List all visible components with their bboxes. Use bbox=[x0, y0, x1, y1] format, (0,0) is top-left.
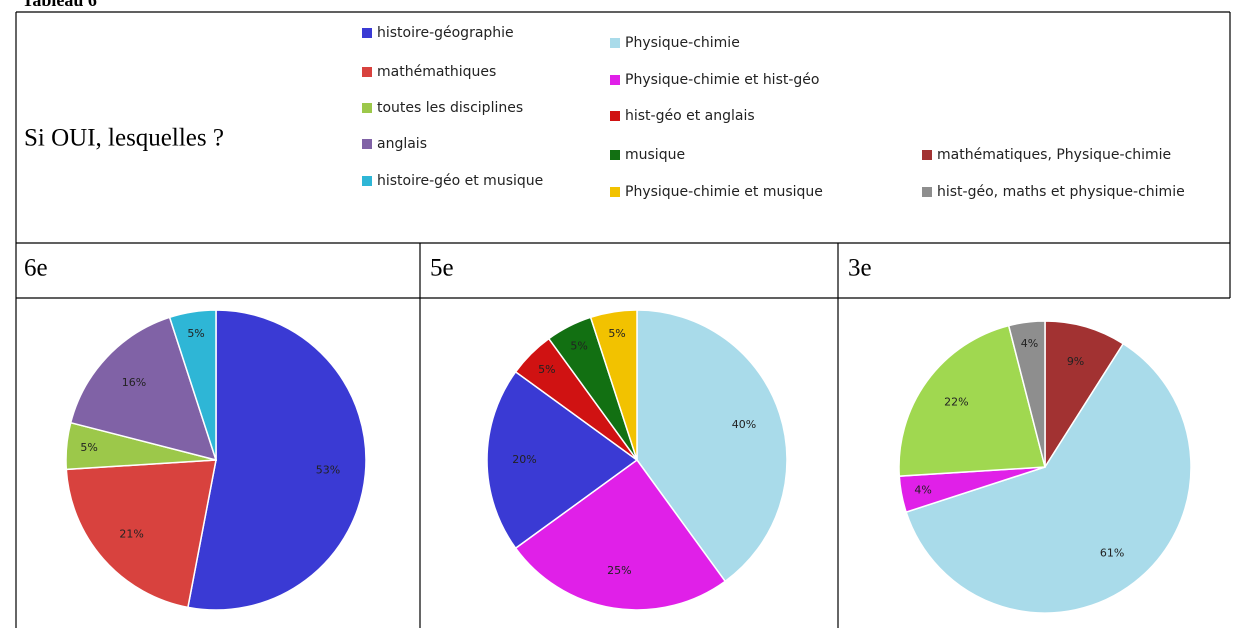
column-header: 3e bbox=[848, 255, 872, 282]
legend-label: hist-géo, maths et physique-chimie bbox=[937, 184, 1185, 200]
slice-label: 25% bbox=[607, 564, 631, 577]
pie-slice bbox=[65, 459, 217, 609]
legend-swatch bbox=[922, 150, 932, 160]
legend-swatch bbox=[362, 176, 372, 186]
legend-swatch bbox=[362, 139, 372, 149]
slice-label: 40% bbox=[732, 418, 756, 431]
slice-label: 4% bbox=[914, 483, 931, 496]
column-header: 6e bbox=[24, 255, 48, 282]
legend-swatch bbox=[610, 111, 620, 121]
pie-slice bbox=[898, 324, 1046, 477]
legend-swatch bbox=[362, 28, 372, 38]
pie-slice bbox=[1044, 320, 1125, 470]
legend-swatch bbox=[610, 38, 620, 48]
pie-slice bbox=[486, 370, 639, 550]
table-borders bbox=[15, 11, 1231, 628]
legend-swatch bbox=[362, 67, 372, 77]
question: Si OUI, lesquelles ? bbox=[24, 125, 224, 152]
slice-label: 22% bbox=[944, 396, 968, 409]
legend-label: musique bbox=[625, 147, 685, 163]
slice-label: 16% bbox=[122, 376, 146, 389]
pie-slice bbox=[905, 342, 1192, 614]
legend-swatch bbox=[922, 187, 932, 197]
legend-label: histoire-géo et musique bbox=[377, 173, 543, 189]
slice-label: 20% bbox=[512, 453, 536, 466]
pie-slice bbox=[514, 458, 727, 611]
legend-label: hist-géo et anglais bbox=[625, 108, 755, 124]
slice-label: 53% bbox=[316, 464, 340, 477]
legend-label: mathémathiques bbox=[377, 64, 496, 80]
slice-label: 9% bbox=[1067, 355, 1084, 368]
legend-label: mathématiques, Physique-chimie bbox=[937, 147, 1171, 163]
legend-label: histoire-géographie bbox=[377, 25, 514, 41]
legend-swatch bbox=[610, 150, 620, 160]
legend-label: Physique-chimie et musique bbox=[625, 184, 823, 200]
legend-swatch bbox=[362, 103, 372, 113]
slice-label: 5% bbox=[608, 327, 625, 340]
slice-label: 5% bbox=[570, 339, 587, 352]
legend-swatch bbox=[610, 187, 620, 197]
pie-slice bbox=[636, 309, 788, 583]
column-header: 5e bbox=[430, 255, 454, 282]
slice-label: 4% bbox=[1021, 337, 1038, 350]
slice-label: 5% bbox=[80, 441, 97, 454]
legend-label: Physique-chimie bbox=[625, 35, 740, 51]
legend-label: anglais bbox=[377, 136, 427, 152]
pie-slice bbox=[69, 316, 218, 462]
pie-slice bbox=[187, 309, 367, 611]
pie-slice bbox=[589, 309, 638, 461]
legend-label: toutes les disciplines bbox=[377, 100, 523, 116]
legend-label: Physique-chimie et hist-géo bbox=[625, 72, 819, 88]
pie-slice bbox=[1007, 320, 1046, 468]
table-title: Tableau 6 bbox=[22, 0, 97, 10]
slice-label: 61% bbox=[1100, 547, 1124, 560]
slice-label: 21% bbox=[119, 527, 143, 540]
legend-swatch bbox=[610, 75, 620, 85]
pie-slice bbox=[168, 309, 217, 461]
slice-label: 5% bbox=[187, 327, 204, 340]
slice-label: 5% bbox=[538, 363, 555, 376]
